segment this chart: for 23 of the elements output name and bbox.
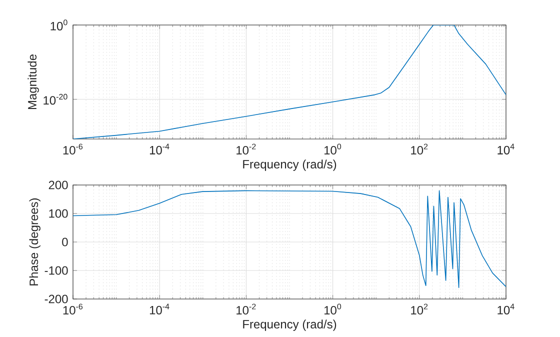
x-tick-label: 10$^{-6}$ (63, 144, 83, 155)
x-tick-label: 10$^{-2}$ (236, 144, 256, 155)
x-tick-label: 10$^{2}$ (411, 144, 428, 155)
x-tick-label: 10$^{-2}$ (236, 304, 256, 315)
x-axis-title: Frequency (rad/s) (243, 160, 336, 171)
x-tick-label: 10$^{2}$ (411, 304, 428, 315)
y-tick-label: 10$^{-20}$ (44, 94, 68, 105)
x-tick-label: 10$^{4}$ (498, 304, 514, 314)
y-tick-label: 10$^{0}$ (50, 20, 68, 30)
x-tick-label: 10$^{0}$ (324, 304, 342, 315)
x-tick-label: 10$^{4}$ (498, 144, 514, 154)
y-tick-label: 100 (49, 209, 68, 218)
x-tick-label: 10$^{-4}$ (150, 304, 170, 314)
x-tick-label: 10$^{-4}$ (150, 144, 170, 154)
x-tick-label: 10$^{0}$ (324, 144, 342, 155)
y-axis-title: Magnitude (28, 54, 39, 110)
y-tick-label: 0 (62, 238, 68, 246)
y-tick-label: -200 (44, 294, 68, 304)
x-tick-label: 10$^{-6}$ (63, 304, 83, 315)
x-axis-title: Frequency (rad/s) (243, 320, 336, 331)
y-tick-label: -100 (44, 266, 68, 275)
y-tick-label: 200 (48, 180, 68, 190)
y-axis-title: Phase (degrees) (29, 198, 40, 286)
